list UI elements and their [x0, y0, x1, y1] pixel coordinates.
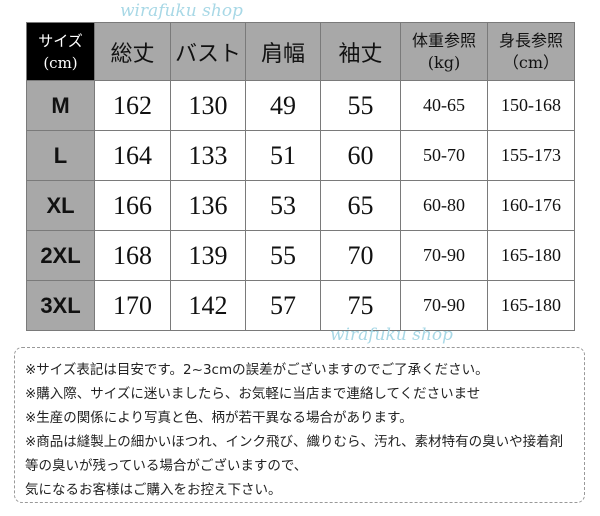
cell-size: L	[26, 130, 95, 181]
cell-height: 165-180	[487, 280, 575, 331]
table-row: 2XL 168 139 55 70 70-90 165-180	[26, 230, 575, 281]
header-text: サイズ	[38, 31, 83, 50]
cell-length: 170	[94, 280, 171, 331]
cell-weight: 50-70	[400, 130, 488, 181]
cell-weight: 40-65	[400, 80, 488, 131]
note-line: 等の臭いが残っている場合がございますので、	[25, 458, 308, 474]
cell-shoulder: 57	[245, 280, 321, 331]
header-text: 身長参照	[498, 30, 563, 50]
note-line: ※生産の関係により写真と色、柄が若干異なる場合があります。	[25, 410, 413, 426]
table-row: XL 166 136 53 65 60-80 160-176	[26, 180, 575, 231]
cell-sleeve: 70	[320, 230, 401, 281]
cell-sleeve: 65	[320, 180, 401, 231]
cell-shoulder: 55	[245, 230, 321, 281]
cell-shoulder: 49	[245, 80, 321, 131]
cell-bust: 136	[170, 180, 246, 231]
table-row: M 162 130 49 55 40-65 150-168	[26, 80, 575, 131]
cell-size: 3XL	[26, 280, 95, 331]
cell-length: 162	[94, 80, 171, 131]
table-row: L 164 133 51 60 50-70 155-173	[26, 130, 575, 181]
header-unit: (cm)	[43, 53, 78, 72]
cell-sleeve: 75	[320, 280, 401, 331]
cell-size: M	[26, 80, 95, 131]
watermark: wirafuku shop	[120, 1, 243, 21]
cell-bust: 133	[170, 130, 246, 181]
header-size: サイズ (cm)	[26, 22, 95, 81]
size-chart-table: サイズ (cm) 総丈 バスト 肩幅 袖丈 体重参照 (kg) 身長参照 （cm） M…	[26, 22, 575, 331]
header-shoulder: 肩幅	[245, 22, 321, 81]
note-line: 気になるお客様はご購入をお控え下さい。	[25, 482, 282, 498]
cell-size: XL	[26, 180, 95, 231]
cell-length: 168	[94, 230, 171, 281]
header-height: 身長参照 （cm）	[487, 22, 575, 81]
header-row: サイズ (cm) 総丈 バスト 肩幅 袖丈 体重参照 (kg) 身長参照 （cm）	[26, 22, 575, 81]
cell-sleeve: 60	[320, 130, 401, 181]
cell-weight: 70-90	[400, 230, 488, 281]
cell-height: 150-168	[487, 80, 575, 131]
cell-bust: 130	[170, 80, 246, 131]
header-bust: バスト	[170, 22, 246, 81]
cell-height: 155-173	[487, 130, 575, 181]
header-unit: （cm）	[502, 52, 560, 72]
note-line: ※サイズ表記は目安です。2~3cmの誤差がございますのでご了承ください。	[25, 362, 489, 378]
cell-shoulder: 51	[245, 130, 321, 181]
cell-weight: 60-80	[400, 180, 488, 231]
cell-height: 160-176	[487, 180, 575, 231]
header-length: 総丈	[94, 22, 171, 81]
cell-height: 165-180	[487, 230, 575, 281]
cell-length: 164	[94, 130, 171, 181]
cell-sleeve: 55	[320, 80, 401, 131]
header-weight: 体重参照 (kg)	[400, 22, 488, 81]
cell-weight: 70-90	[400, 280, 488, 331]
header-text: 体重参照	[411, 30, 476, 50]
note-line: ※購入際、サイズに迷いましたら、お気軽に当店まで連絡してくださいませ	[25, 386, 481, 402]
cell-bust: 142	[170, 280, 246, 331]
cell-length: 166	[94, 180, 171, 231]
cell-bust: 139	[170, 230, 246, 281]
table-row: 3XL 170 142 57 75 70-90 165-180	[26, 280, 575, 331]
header-sleeve: 袖丈	[320, 22, 401, 81]
header-unit: (kg)	[427, 52, 461, 72]
notes-box: ※サイズ表記は目安です。2~3cmの誤差がございますのでご了承ください。 ※購入際…	[14, 347, 585, 503]
cell-size: 2XL	[26, 230, 95, 281]
note-line: ※商品は縫製上の細かいほつれ、インク飛び、織りむら、汚れ、素材特有の臭いや接着剤	[25, 434, 564, 450]
cell-shoulder: 53	[245, 180, 321, 231]
